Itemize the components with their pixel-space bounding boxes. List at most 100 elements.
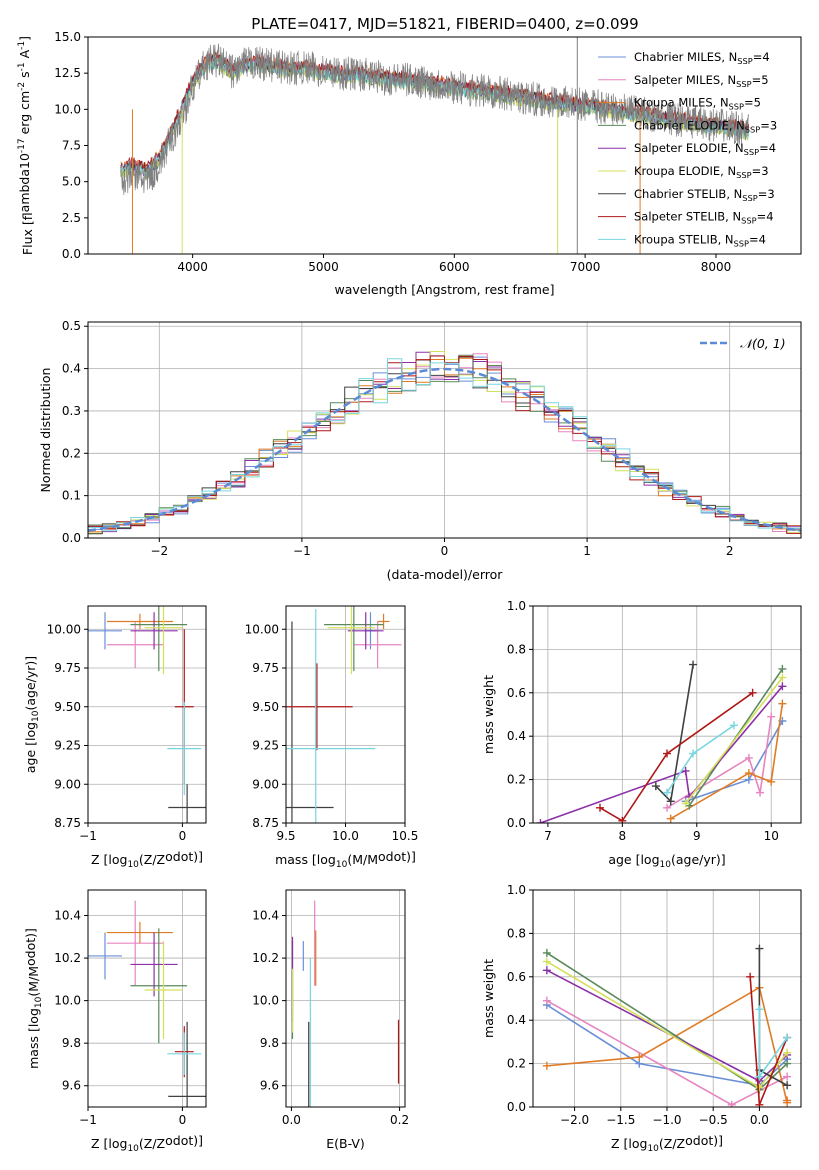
errorbar-point: [144, 941, 183, 1039]
label-text-part: Chabrier ELODIE, N: [634, 118, 745, 132]
errorbar-point: [106, 621, 164, 668]
y-tick-label: 0.4: [507, 1013, 526, 1027]
label-text-part: -2: [17, 82, 27, 91]
plot-area: [286, 606, 402, 823]
y-tick-label: 5.0: [62, 175, 81, 189]
weight-line: [670, 703, 784, 820]
label-text-part: SSP: [734, 238, 749, 248]
weight-line: [758, 948, 788, 1087]
errorbar-point: [88, 612, 122, 650]
x-axis-label: age [log10(age/yr)]: [608, 852, 725, 870]
weight-marker: [727, 1100, 736, 1107]
errorbar-point: [286, 663, 353, 751]
label-text-part: Kroupa STELIB, N: [634, 232, 734, 246]
y-tick-label: 9.6: [62, 1079, 81, 1093]
axes-mass_vs_ebv: 0.0 0.2 9.6 9.8 10.0 10.2 10.4 E(B-V): [252, 889, 409, 1151]
y-tick-label: 1.0: [507, 599, 526, 613]
label-text-part: (data-model)/error: [387, 567, 504, 582]
label-text-part: (M/M: [347, 852, 378, 867]
histogram-step: [88, 351, 801, 533]
label-text-part: =4: [757, 210, 774, 224]
weight-marker: [666, 814, 675, 823]
y-tick-label: 9.8: [260, 1036, 279, 1050]
label-text-part: 10: [336, 860, 348, 870]
weight-marker: [783, 1096, 792, 1105]
weight-marker: [663, 788, 671, 797]
label-text-part: (M/M: [26, 966, 41, 997]
axes-age_vs_mass: 9.5 10.0 10.5 8.75 9.00 9.25 9.50 9.75 10.00 mass…: [245, 605, 418, 870]
y-tick-label: 0.2: [62, 446, 81, 460]
label-text-part: SSP: [744, 147, 759, 157]
x-tick-label: −2.0: [560, 1113, 589, 1127]
x-axis-label: Z [log10(Z/Zodot)]: [91, 1133, 203, 1154]
label-text-part: Flux [f: [20, 212, 35, 255]
x-tick-label: 0.2: [390, 1113, 409, 1127]
weight-marker: [783, 1033, 792, 1042]
y-tick-label: 0.4: [507, 729, 526, 743]
label-text-part: odot)]: [23, 928, 38, 966]
label-text-part: SSP: [736, 79, 751, 89]
weight-marker: [689, 749, 698, 758]
y-tick-label: 9.25: [54, 739, 81, 753]
label-text-part: SSP: [737, 56, 752, 66]
y-tick-label: 10.0: [54, 994, 81, 1008]
y-tick-label: 10.4: [252, 909, 279, 923]
x-tick-label: 0.0: [750, 1113, 769, 1127]
weight-marker: [778, 673, 787, 682]
y-tick-label: 10.0: [54, 102, 81, 116]
legend-entry: Salpeter ELODIE, NSSP=4: [634, 141, 776, 157]
weight-marker: [755, 1100, 764, 1107]
errorbar-point: [130, 606, 188, 672]
errorbar-point: [106, 900, 164, 986]
errorbar-point: [106, 921, 173, 944]
weight-marker: [755, 1083, 764, 1092]
legend-entry: Chabrier ELODIE, NSSP=3: [634, 118, 777, 134]
y-axis-label: Normed distribution: [38, 368, 53, 493]
y-tick-label: 0.6: [507, 970, 526, 984]
y-tick-label: 15.0: [54, 30, 81, 44]
label-text-part: SSP: [742, 193, 757, 203]
plot-area: [120, 37, 750, 254]
label-text-part: 10: [31, 710, 41, 722]
weight-marker: [783, 1048, 792, 1057]
x-tick-label: 8000: [701, 260, 732, 274]
y-tick-label: 0.2: [507, 773, 526, 787]
x-tick-label: −2: [150, 544, 168, 558]
y-axis-label: mass [log10(M/Modot)]: [23, 928, 44, 1069]
x-tick-label: −1: [79, 1113, 97, 1127]
weight-marker: [783, 1081, 792, 1090]
weight-marker: [744, 769, 753, 778]
weight-marker: [596, 803, 604, 812]
y-tick-label: 9.00: [54, 777, 81, 791]
weight-line: [599, 692, 754, 822]
legend-entry: 𝒩(0, 1): [740, 336, 786, 351]
x-tick-label: 1: [583, 544, 591, 558]
axes-frame: [87, 889, 207, 1108]
y-axis-label: mass weight: [481, 675, 496, 754]
axes-mass_weight_vs_Z: −2.0 −1.5 −1.0 −0.5 0.0 0.0 0.2 0.4 0.6 0.8 1.0 Z […: [481, 883, 802, 1154]
axes-mass_vs_Z: −1 09.69.810.010.210.4Z [log10(Z/Zodot)]m…: [23, 889, 207, 1154]
x-tick-label: 7000: [570, 260, 601, 274]
y-tick-label: 0.3: [62, 404, 81, 418]
weight-marker: [778, 664, 787, 673]
weight-marker: [778, 699, 787, 708]
y-tick-label: 0.8: [507, 926, 526, 940]
label-text-part: (age/yr)]: [23, 656, 38, 711]
label-text-part: 10: [127, 860, 139, 870]
label-text-part: 10: [647, 1144, 659, 1154]
label-text-part: =4: [749, 232, 766, 246]
y-tick-label: 10.2: [252, 951, 279, 965]
y-tick-label: 10.4: [54, 909, 81, 923]
x-tick-label: 4000: [177, 260, 208, 274]
x-tick-label: 0: [441, 544, 449, 558]
weight-marker: [783, 1072, 792, 1081]
weight-marker: [635, 1053, 644, 1062]
weight-marker: [730, 721, 738, 730]
x-tick-label: −1.0: [652, 1113, 681, 1127]
weight-marker: [536, 819, 545, 823]
weight-marker: [542, 948, 551, 957]
y-tick-label: 0.2: [507, 1057, 526, 1071]
y-tick-label: 9.00: [252, 777, 279, 791]
x-tick-label: −0.5: [699, 1113, 728, 1127]
